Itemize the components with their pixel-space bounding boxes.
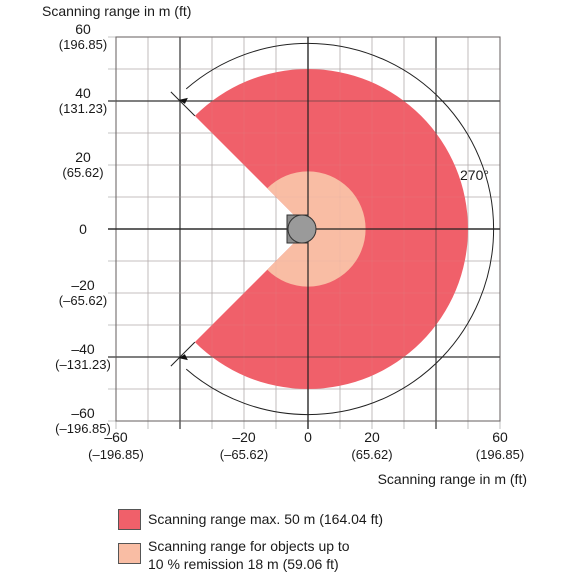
x-tick-label-ft: (–65.62) <box>220 447 268 462</box>
legend-label-remission-range-line2: 10 % remission 18 m (59.06 ft) <box>148 556 339 572</box>
y-axis-title: Scanning range in m (ft) <box>42 3 191 19</box>
arrowhead-lower-icon <box>178 354 188 361</box>
x-tick-label: 20 <box>364 429 380 445</box>
y-tick-label-ft: (–196.85) <box>55 421 111 436</box>
y-tick-label-ft: (131.23) <box>59 101 107 116</box>
scanner-head <box>287 214 317 244</box>
y-tick-label: 20 <box>75 149 91 165</box>
legend: Scanning range max. 50 m (164.04 ft) Sca… <box>118 508 498 572</box>
angle-indicator: 270° <box>170 42 495 416</box>
axis-labels: Scanning range in m (ft) Scanning range i… <box>42 3 527 487</box>
x-tick-label: 0 <box>304 429 312 445</box>
y-tick-label: 0 <box>79 221 87 237</box>
y-tick-label-ft: (–65.62) <box>59 293 107 308</box>
y-tick-label: –20 <box>71 277 95 293</box>
y-tick-label-ft: (65.62) <box>62 165 103 180</box>
x-tick-label-ft: (196.85) <box>476 447 524 462</box>
angle-limit-line-upper <box>170 91 196 117</box>
x-tick-label: 60 <box>492 429 508 445</box>
angle-label: 270° <box>460 167 489 183</box>
x-tick-label: –60 <box>104 429 128 445</box>
angle-limit-line-lower <box>170 341 196 367</box>
legend-swatch-remission-range <box>118 543 141 564</box>
y-tick-label: –40 <box>71 341 95 357</box>
angle-arc <box>185 42 495 416</box>
x-tick-label-ft: (65.62) <box>351 447 392 462</box>
y-tick-label: 40 <box>75 85 91 101</box>
scanner-device-icon <box>286 214 317 244</box>
legend-label-remission-range-line1: Scanning range for objects up to <box>148 538 350 554</box>
legend-swatch-max-range <box>118 509 141 530</box>
y-tick-label-ft: (196.85) <box>59 37 107 52</box>
y-tick-label-ft: (–131.23) <box>55 357 111 372</box>
y-tick-label: 60 <box>75 21 91 37</box>
legend-label-max-range: Scanning range max. 50 m (164.04 ft) <box>148 511 384 527</box>
legend-item-max-range: Scanning range max. 50 m (164.04 ft) <box>118 508 498 530</box>
arrowhead-upper-icon <box>178 97 188 104</box>
legend-item-remission-range: Scanning range for objects up to 10 % re… <box>118 537 498 575</box>
x-axis-title: Scanning range in m (ft) <box>378 471 527 487</box>
x-tick-label-ft: (–196.85) <box>88 447 144 462</box>
x-tick-label: –20 <box>232 429 256 445</box>
y-tick-label: –60 <box>71 405 95 421</box>
